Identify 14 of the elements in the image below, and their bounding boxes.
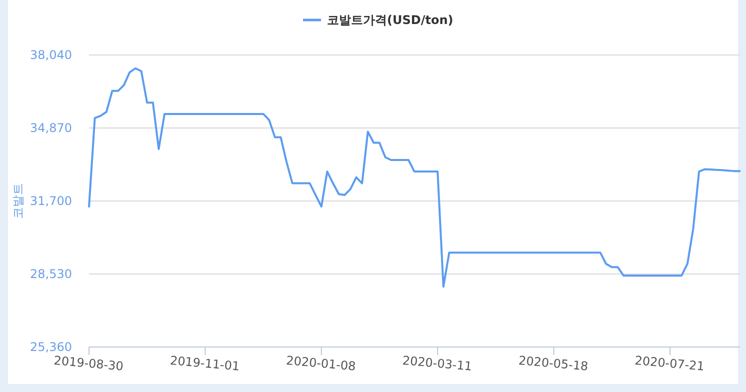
y-tick-label: 31,700: [30, 194, 72, 208]
x-tick-label: 2019-08-30: [53, 353, 124, 374]
legend-label: 코발트가격(USD/ton): [327, 13, 454, 28]
x-tick-label: 2020-03-11: [402, 353, 473, 374]
y-tick-label: 34,870: [30, 121, 72, 136]
x-tick-label: 2020-07-21: [634, 353, 705, 374]
y-tick-label: 38,040: [30, 48, 72, 62]
x-tick-label: 2020-05-18: [518, 353, 589, 374]
x-tick-label: 2020-01-08: [286, 353, 356, 374]
y-tick-label: 28,530: [30, 267, 72, 282]
y-axis-title: 코발트: [11, 183, 25, 219]
y-tick-label: 25,360: [30, 340, 72, 354]
line-series: [88, 67, 741, 288]
x-tick-label: 2019-11-01: [169, 353, 240, 374]
